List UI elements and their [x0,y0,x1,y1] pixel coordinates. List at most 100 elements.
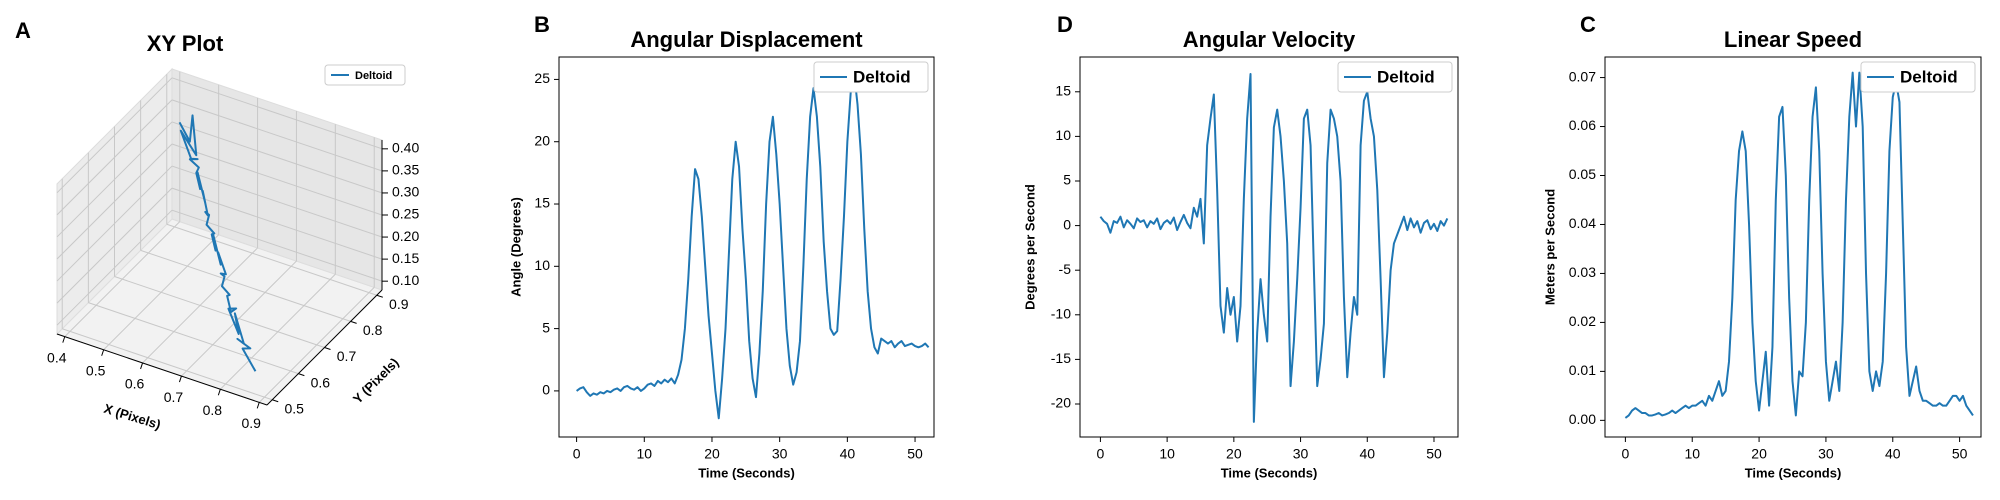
y-tick-label: 0.01 [1569,362,1596,378]
plot-frame [1079,56,1459,438]
chart-title: XY Plot [147,31,224,56]
plot-frame [558,56,935,438]
y-tick [376,294,383,298]
y-tick-label: 0.04 [1569,215,1596,231]
y-tick-label: 0.05 [1569,166,1596,182]
x-axis-label: Time (Seconds) [698,465,795,480]
y-tick-label: 0.9 [389,296,409,312]
x-tick-label: 0.5 [86,362,106,378]
chart-title: Angular Velocity [1183,27,1356,52]
y-tick-label: -10 [1051,305,1071,321]
x-tick-label: 30 [772,446,788,462]
x-axis-label: Time (Seconds) [1221,465,1318,480]
legend-label: Deltoid [853,67,911,86]
x-tick-label: 20 [1751,446,1767,462]
x-tick-label: 50 [1952,446,1968,462]
x-tick [62,336,66,343]
y-tick-label: -15 [1051,350,1071,366]
x-axis-label: Time (Seconds) [1745,465,1842,480]
series-line [178,114,257,372]
y-tick-label: 15 [534,195,550,211]
y-tick-label: 0.06 [1569,117,1596,133]
y-tick-label: 10 [1055,127,1071,143]
z-tick-label: 0.25 [392,206,419,222]
z-tick-label: 0.40 [392,140,419,156]
x-axis-label: X (Pixels) [102,401,162,432]
x-tick-label: 0.7 [164,389,184,405]
x-tick [140,362,144,370]
x-tick-label: 40 [1359,446,1375,462]
x-tick-label: 0.9 [241,415,261,431]
x-tick-label: 0 [573,446,581,462]
y-tick-label: -20 [1051,395,1071,411]
y-tick-label: 0.03 [1569,264,1596,280]
y-tick-label: -5 [1059,261,1072,277]
x-tick-label: 50 [907,446,923,462]
z-tick-label: 0.10 [392,272,419,288]
grid-line [171,99,383,172]
legend-label: Deltoid [1900,67,1958,86]
grid-line [56,165,173,282]
grid-line [166,223,377,296]
y-axis-label: Angle (Degrees) [508,197,523,297]
x-tick-label: 10 [1684,446,1700,462]
x-tick-label: 30 [1818,446,1834,462]
x-tick-label: 40 [1885,446,1901,462]
y-tick-label: 10 [534,257,550,273]
grid-line [171,77,383,150]
grid-line [56,187,173,304]
panel-label: D [1057,12,1073,37]
grid-line [56,143,173,260]
panel-label: A [15,18,31,43]
y-tick-label: 0.07 [1569,68,1596,84]
y-tick [350,320,357,324]
y-axis-label: Y (Pixels) [350,355,402,407]
x-tick-label: 40 [840,446,856,462]
y-tick-label: 0 [1063,216,1071,232]
legend-label: Deltoid [1377,67,1435,86]
y-tick-label: 0 [542,382,550,398]
grid-line [171,165,383,238]
grid-line [88,302,299,375]
y-tick-label: 0.6 [311,374,331,390]
y-tick-label: 5 [1063,172,1071,188]
chart-title: Angular Displacement [630,27,863,52]
x-tick-label: 0.8 [203,402,223,418]
y-tick-label: 25 [534,70,550,86]
y-tick-label: 20 [534,132,550,148]
series-line [1624,71,1974,419]
y-tick-label: 15 [1055,82,1071,98]
y-tick [272,399,279,403]
y-tick-label: 5 [542,319,550,335]
x-axis-line [56,333,268,406]
grid-line [171,143,383,216]
x-tick-label: 10 [1159,446,1175,462]
grid-line [56,77,173,194]
x-tick [178,375,182,383]
x-tick [101,349,105,356]
y-axis-label: Degrees per Second [1022,184,1037,310]
series-line [1099,72,1449,423]
grid-line [171,121,383,194]
y-axis-label: Meters per Second [1542,189,1557,305]
x-tick-label: 20 [704,446,720,462]
x-tick-label: 10 [636,446,652,462]
y-tick [298,373,305,377]
y-tick-label: 0.02 [1569,313,1596,329]
x-tick-label: 0 [1621,446,1629,462]
legend-box [1860,61,1976,93]
x-tick-label: 30 [1293,446,1309,462]
z-tick-label: 0.20 [392,228,419,244]
legend-box [1337,61,1453,93]
y-tick [324,347,331,350]
panel-label: B [534,12,550,37]
series-line [576,72,930,420]
z-tick-label: 0.15 [392,250,419,266]
x-tick-label: 0.6 [125,376,145,392]
y-tick-label: 0.5 [284,400,304,416]
z-tick-label: 0.30 [392,184,419,200]
grid-line [62,328,273,401]
chart-title: Linear Speed [1724,27,1862,52]
